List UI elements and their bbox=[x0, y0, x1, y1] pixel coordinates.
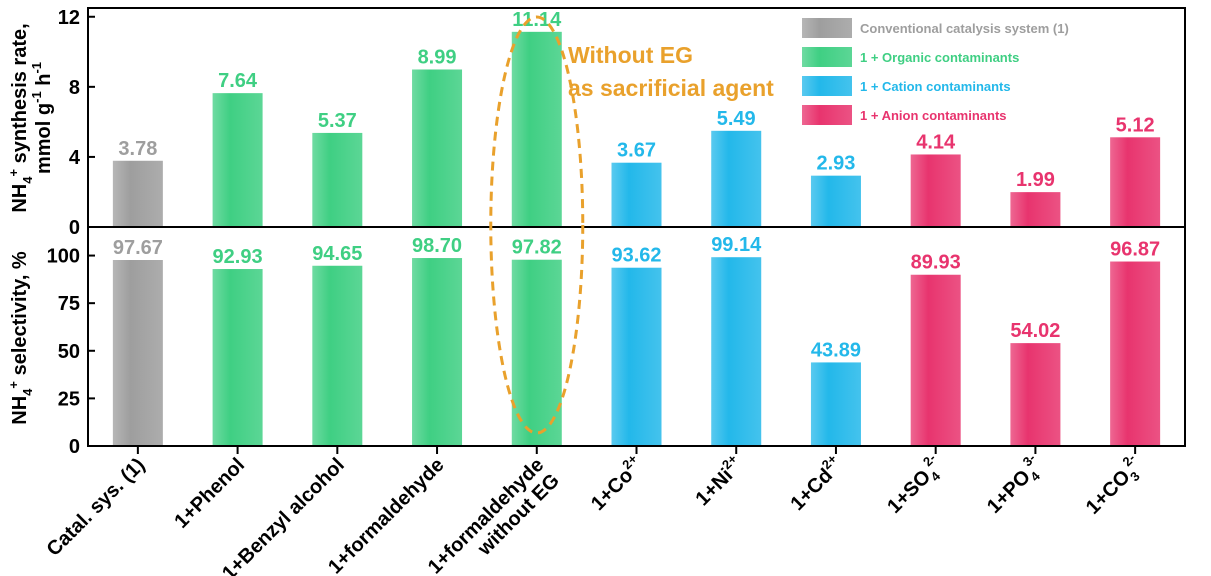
data-label-selectivity-8: 89.93 bbox=[911, 252, 961, 274]
top-y-tick-label: 12 bbox=[58, 7, 80, 29]
bottom-y-tick-label: 50 bbox=[58, 341, 80, 363]
bar-rate-9 bbox=[1010, 192, 1061, 226]
bar-rate-2 bbox=[312, 132, 363, 226]
bar-rate-4 bbox=[511, 31, 562, 227]
top-y-tick-label: 4 bbox=[69, 147, 81, 169]
legend: Conventional catalysis system (1) 1 + Org… bbox=[802, 18, 1069, 125]
annotation-line1: Without EG bbox=[568, 42, 693, 68]
x-tick-label-8: 1+SO42- bbox=[880, 450, 950, 520]
y-title-sup: -1 bbox=[29, 62, 44, 74]
y-title-sup: + bbox=[6, 169, 21, 177]
bars-layer bbox=[112, 31, 1161, 445]
data-label-selectivity-3: 98.70 bbox=[412, 235, 462, 257]
data-label-selectivity-0: 97.67 bbox=[113, 237, 163, 259]
bar-selectivity-4 bbox=[511, 259, 562, 445]
data-labels-layer: 3.78 97.67 7.64 92.93 5.37 94.65 8.99 98.70 11.1… bbox=[113, 9, 1160, 362]
data-label-rate-3: 8.99 bbox=[418, 46, 457, 68]
bar-rate-10 bbox=[1110, 137, 1161, 226]
legend-swatch-pink bbox=[802, 105, 852, 125]
legend-label-gray: Conventional catalysis system (1) bbox=[860, 21, 1069, 36]
y-title-sup: + bbox=[6, 381, 21, 389]
x-label-text: 1+Co bbox=[587, 464, 638, 515]
data-label-selectivity-9: 54.02 bbox=[1010, 320, 1060, 342]
x-tick-label-0: Catal. sys. (1) bbox=[43, 454, 150, 561]
data-label-rate-1: 7.64 bbox=[218, 70, 258, 92]
data-label-selectivity-10: 96.87 bbox=[1110, 239, 1160, 261]
bar-rate-3 bbox=[412, 69, 463, 226]
bottom-y-tick-label: 0 bbox=[69, 436, 80, 458]
y-title-sub: 4 bbox=[20, 388, 35, 396]
bar-selectivity-7 bbox=[810, 362, 861, 445]
x-label-text: 1+Ni bbox=[691, 464, 737, 510]
bar-selectivity-8 bbox=[910, 274, 961, 445]
x-tick-label-1: 1+Phenol bbox=[170, 454, 249, 533]
bar-rate-8 bbox=[910, 154, 961, 226]
bar-rate-6 bbox=[711, 130, 762, 226]
data-label-rate-4: 11.14 bbox=[512, 9, 562, 31]
bar-selectivity-6 bbox=[711, 257, 762, 445]
data-label-rate-0: 3.78 bbox=[118, 138, 157, 160]
data-label-rate-6: 5.49 bbox=[717, 108, 756, 130]
x-label-text: Catal. sys. (1) bbox=[43, 454, 150, 561]
legend-label-green: 1 + Organic contaminants bbox=[860, 50, 1019, 65]
legend-label-pink: 1 + Anion contaminants bbox=[860, 108, 1007, 123]
x-tick-label-10: 1+CO32- bbox=[1078, 450, 1149, 521]
x-label-text: 1+Phenol bbox=[170, 454, 249, 533]
bar-rate-5 bbox=[611, 162, 662, 226]
bar-rate-0 bbox=[112, 160, 163, 226]
top-y-tick-label: 8 bbox=[69, 77, 80, 99]
data-label-selectivity-7: 43.89 bbox=[811, 339, 861, 361]
annotation-layer: Without EG as sacrificial agent bbox=[489, 15, 774, 435]
x-tick-label-9: 1+PO43- bbox=[979, 450, 1049, 520]
data-label-selectivity-5: 93.62 bbox=[611, 245, 661, 267]
x-tick-label-7: 1+Cd2+ bbox=[784, 451, 848, 515]
highlight-ellipse bbox=[489, 15, 585, 435]
top-y-tick-label: 0 bbox=[69, 217, 80, 239]
bottom-y-tick-label: 100 bbox=[47, 246, 80, 268]
data-label-selectivity-2: 94.65 bbox=[312, 243, 362, 265]
y-title-sub: 4 bbox=[20, 176, 35, 184]
y-title-text: NH bbox=[9, 396, 31, 425]
bar-selectivity-5 bbox=[611, 267, 662, 445]
bar-rate-1 bbox=[212, 93, 263, 226]
y-title-sup: -1 bbox=[29, 91, 44, 103]
data-label-selectivity-1: 92.93 bbox=[213, 246, 263, 268]
data-label-rate-7: 2.93 bbox=[816, 153, 855, 175]
bar-selectivity-0 bbox=[112, 260, 163, 445]
legend-label-cyan: 1 + Cation contaminants bbox=[860, 79, 1011, 94]
data-label-rate-5: 3.67 bbox=[617, 140, 656, 162]
data-label-rate-2: 5.37 bbox=[318, 110, 357, 132]
y-title-text: mmol g bbox=[33, 103, 55, 174]
bottom-y-tick-label: 75 bbox=[58, 293, 80, 315]
bottom-y-axis-title: NH4+ selectivity, % bbox=[6, 251, 35, 425]
bar-selectivity-9 bbox=[1010, 343, 1061, 445]
data-label-rate-8: 4.14 bbox=[916, 131, 956, 153]
bar-selectivity-3 bbox=[412, 258, 463, 445]
data-label-selectivity-6: 99.14 bbox=[711, 234, 762, 256]
y-title-text: h bbox=[33, 74, 55, 92]
x-label-text: 1+Cd bbox=[786, 464, 837, 515]
y-title-text: selectivity, % bbox=[9, 251, 31, 381]
bar-selectivity-2 bbox=[312, 265, 363, 445]
bar-rate-7 bbox=[810, 175, 861, 226]
x-tick-label-5: 1+Co2+ bbox=[584, 451, 648, 515]
top-y-axis-title-line1: NH4+ synthesis rate, bbox=[6, 23, 35, 212]
legend-swatch-cyan bbox=[802, 76, 852, 96]
legend-swatch-gray bbox=[802, 18, 852, 38]
x-tick-label-6: 1+Ni2+ bbox=[689, 451, 748, 510]
bar-selectivity-10 bbox=[1110, 261, 1161, 445]
data-label-rate-9: 1.99 bbox=[1016, 169, 1055, 191]
y-title-text: synthesis rate, bbox=[9, 23, 31, 169]
legend-swatch-green bbox=[802, 47, 852, 67]
bottom-y-tick-label: 25 bbox=[58, 388, 80, 410]
data-label-selectivity-4: 97.82 bbox=[512, 237, 562, 259]
data-label-rate-10: 5.12 bbox=[1116, 114, 1155, 136]
top-y-axis-title-line2: mmol g-1 h-1 bbox=[29, 62, 55, 174]
y-title-text: NH bbox=[9, 184, 31, 213]
bar-selectivity-1 bbox=[212, 269, 263, 445]
annotation-line2: as sacrificial agent bbox=[568, 75, 774, 101]
